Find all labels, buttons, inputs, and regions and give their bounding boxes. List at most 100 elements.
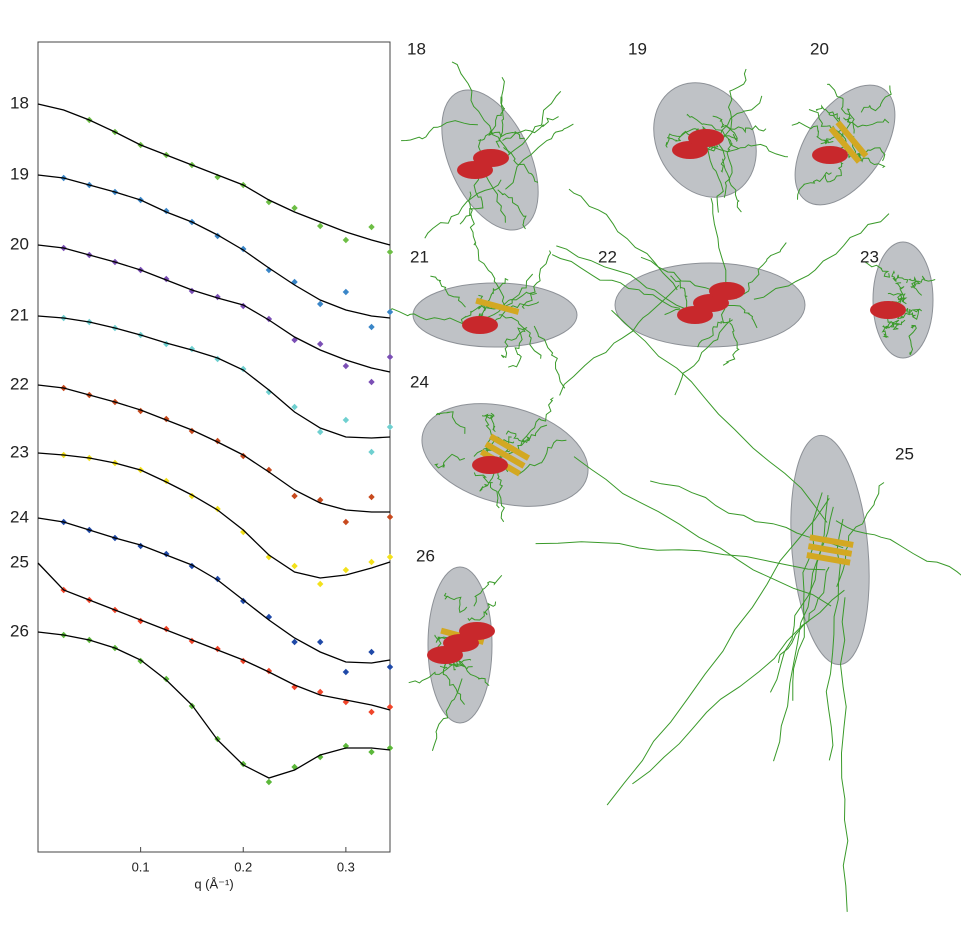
helix xyxy=(812,146,848,164)
chain xyxy=(520,397,554,447)
curve-label: 20 xyxy=(10,234,29,253)
chain xyxy=(497,189,527,230)
data-point xyxy=(342,518,350,526)
data-point xyxy=(163,675,170,683)
chain xyxy=(824,159,844,183)
chain xyxy=(611,309,828,523)
data-point xyxy=(342,288,350,296)
data-point xyxy=(317,428,324,436)
data-point xyxy=(317,222,324,230)
chain xyxy=(442,666,465,705)
helix xyxy=(709,282,745,300)
chain xyxy=(848,152,886,169)
data-point xyxy=(342,566,350,574)
structure-label: 21 xyxy=(410,247,429,266)
curve-label: 24 xyxy=(10,507,29,526)
fit-line xyxy=(37,631,391,779)
chain xyxy=(498,314,542,359)
data-point xyxy=(368,378,375,386)
fit-line xyxy=(37,384,390,513)
chain xyxy=(505,123,574,190)
chain xyxy=(431,678,463,751)
helix xyxy=(472,456,508,474)
strand xyxy=(484,441,526,469)
helix xyxy=(870,301,906,319)
chain xyxy=(606,498,830,806)
chain xyxy=(488,129,525,140)
chain xyxy=(424,179,502,239)
curve-label: 18 xyxy=(10,93,29,112)
x-tick-label: 0.3 xyxy=(337,859,355,874)
chain xyxy=(797,171,832,200)
data-point xyxy=(342,416,350,424)
data-point xyxy=(368,323,375,331)
strand xyxy=(806,552,851,566)
structure-label: 18 xyxy=(407,39,426,58)
structure-label: 24 xyxy=(410,372,429,391)
chain xyxy=(839,597,849,912)
chain xyxy=(503,147,539,183)
chain xyxy=(451,61,511,155)
chain xyxy=(500,328,526,359)
chain xyxy=(443,592,468,614)
chain xyxy=(891,270,909,284)
chain xyxy=(650,480,844,549)
data-point xyxy=(291,638,298,646)
data-point xyxy=(386,308,394,316)
chain xyxy=(497,468,505,523)
data-point xyxy=(240,528,247,536)
fit-line xyxy=(37,517,391,664)
chain xyxy=(907,308,923,320)
data-point xyxy=(342,236,350,244)
strand xyxy=(828,126,862,164)
chain xyxy=(753,213,890,300)
chain xyxy=(674,319,733,396)
chain xyxy=(468,191,477,246)
chain xyxy=(559,284,680,396)
chain xyxy=(865,261,891,278)
chain xyxy=(860,85,892,113)
data-point xyxy=(368,648,375,656)
fit-line xyxy=(37,103,391,246)
helix xyxy=(459,622,495,640)
chain xyxy=(556,245,704,320)
chain xyxy=(518,439,567,475)
plot-frame xyxy=(37,41,391,853)
data-point xyxy=(386,663,394,671)
chain xyxy=(893,282,905,308)
chain xyxy=(815,104,842,126)
data-point xyxy=(386,703,394,711)
surface xyxy=(412,282,578,348)
data-point xyxy=(342,362,350,370)
chain xyxy=(505,90,562,158)
data-point xyxy=(291,403,298,411)
chain xyxy=(686,113,740,150)
data-point xyxy=(368,493,375,501)
data-point xyxy=(342,668,350,676)
x-axis-label: q (Å⁻¹) xyxy=(194,876,233,891)
curve-label: 21 xyxy=(10,305,29,324)
fit-line xyxy=(37,562,391,711)
chain xyxy=(473,574,503,607)
chain xyxy=(484,291,537,312)
chain xyxy=(478,96,506,141)
structure-label: 19 xyxy=(628,39,647,58)
structure-label: 22 xyxy=(598,247,617,266)
chain xyxy=(836,482,885,587)
strand xyxy=(475,297,520,315)
chain xyxy=(827,83,855,134)
data-point xyxy=(317,300,324,308)
chain xyxy=(908,275,936,283)
chain xyxy=(717,68,747,145)
structure-label: 20 xyxy=(810,39,829,58)
helix xyxy=(688,129,724,147)
x-tick-label: 0.2 xyxy=(234,859,252,874)
chain xyxy=(722,322,740,366)
curve-label: 25 xyxy=(10,552,29,571)
chain xyxy=(777,566,830,663)
chain xyxy=(430,275,466,308)
curve-label: 26 xyxy=(10,621,29,640)
data-point xyxy=(163,207,170,215)
chain xyxy=(434,453,465,469)
x-tick-label: 0.1 xyxy=(132,859,150,874)
